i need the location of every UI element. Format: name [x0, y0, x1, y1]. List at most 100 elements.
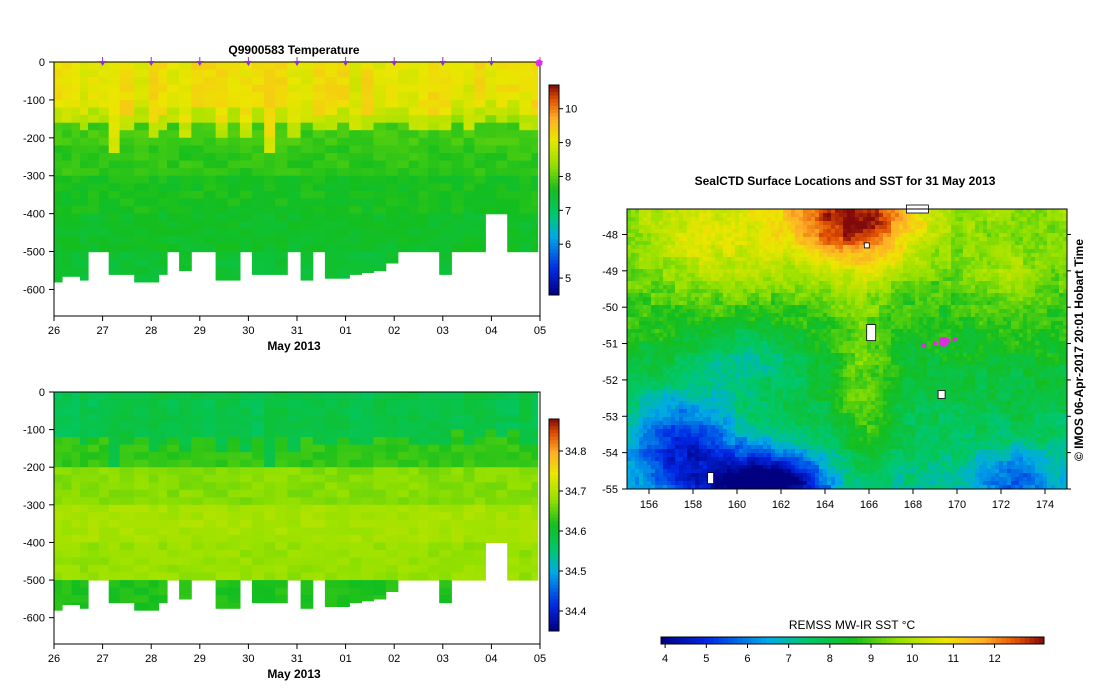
sst-cell — [767, 273, 772, 278]
salinity-cell — [108, 504, 121, 513]
sst-cell — [915, 285, 920, 290]
sst-cell — [847, 289, 852, 294]
salinity-cell — [324, 512, 338, 521]
sst-cell — [795, 269, 800, 274]
sst-cell — [927, 261, 932, 266]
temperature-cell — [239, 62, 253, 71]
sst-cell — [987, 209, 992, 214]
salinity-cell — [300, 407, 314, 416]
sst-cell — [935, 233, 940, 238]
salinity-cell — [54, 452, 63, 461]
sst-cell — [1023, 221, 1028, 226]
salinity-cell — [519, 407, 532, 416]
temperature-cell — [54, 175, 63, 184]
sst-cell — [1023, 241, 1028, 246]
temperature-cell — [54, 99, 63, 109]
sst-cell — [703, 285, 708, 290]
temperature-cell — [300, 244, 314, 253]
sst-cell — [887, 289, 892, 294]
temperature-colorbar-tick-label: 5 — [565, 273, 571, 285]
sst-cell — [859, 269, 864, 274]
sst-cell — [947, 285, 952, 290]
sst-cell — [791, 221, 796, 226]
temperature-cell — [275, 145, 288, 154]
sst-cell — [727, 257, 732, 262]
temperature-cell — [264, 190, 276, 200]
sst-cell — [775, 241, 780, 246]
temperature-cell — [203, 228, 217, 237]
temperature-cell — [361, 213, 375, 222]
sst-cell — [631, 245, 636, 250]
salinity-cell — [179, 527, 192, 536]
salinity-cell — [361, 595, 375, 602]
salinity-cell — [312, 565, 326, 574]
temperature-cell — [507, 130, 520, 139]
sst-cell — [891, 265, 896, 270]
sst-cell — [859, 293, 864, 298]
sst-cell — [647, 293, 652, 298]
sst-cell — [999, 237, 1004, 242]
temperature-cell — [191, 213, 205, 222]
sst-cell — [811, 261, 816, 266]
salinity-cell — [203, 565, 217, 574]
sst-cell — [819, 253, 824, 258]
sst-cell — [683, 293, 688, 298]
salinity-cell — [275, 512, 288, 521]
sst-cell — [1027, 237, 1032, 242]
sst-cell — [719, 285, 724, 290]
temperature-cell — [108, 77, 121, 86]
temperature-cell — [215, 137, 229, 146]
sst-cell — [1007, 261, 1012, 266]
salinity-cell — [463, 422, 475, 431]
temperature-cell — [373, 244, 387, 253]
sst-cell — [655, 229, 660, 234]
sst-cell — [943, 241, 948, 246]
temperature-cell — [349, 206, 362, 215]
temperature-cell — [428, 168, 440, 177]
sst-cell — [679, 241, 684, 246]
sst-cell — [667, 249, 672, 254]
temperature-cell — [215, 62, 229, 71]
salinity-cell — [312, 452, 326, 461]
sst-cell — [1015, 269, 1020, 274]
temperature-cell — [134, 145, 150, 154]
sst-cell — [999, 273, 1004, 278]
sst-cell — [871, 213, 876, 218]
temperature-cell — [227, 145, 241, 154]
sst-cell — [963, 249, 968, 254]
sst-cell — [971, 285, 976, 290]
sst-cell — [955, 257, 960, 262]
sst-cell — [767, 281, 772, 286]
temperature-cell — [239, 145, 253, 154]
sst-cell — [1031, 229, 1036, 234]
temperature-cell — [397, 221, 410, 230]
salinity-cell — [158, 482, 168, 491]
sst-cell — [683, 237, 688, 242]
temperature-x-tick-label: 28 — [145, 325, 157, 337]
sst-cell — [703, 221, 708, 226]
salinity-cell — [227, 572, 241, 581]
sst-cell — [803, 281, 808, 286]
temperature-cell — [80, 92, 89, 101]
sst-cell — [1063, 281, 1068, 286]
sst-cell — [859, 209, 864, 214]
temperature-cell — [62, 236, 73, 245]
salinity-cell — [54, 497, 63, 506]
temperature-cell — [485, 160, 497, 169]
sst-cell — [1043, 245, 1048, 250]
temperature-colorbar-segment — [549, 85, 559, 89]
temperature-cell — [337, 213, 350, 222]
sst-cell — [631, 237, 636, 242]
salinity-cell — [71, 422, 81, 431]
sst-cell — [999, 269, 1004, 274]
salinity-cell — [324, 437, 338, 446]
salinity-colorbar-segment — [549, 500, 559, 505]
sst-cell — [1007, 281, 1012, 286]
sst-cell — [747, 285, 752, 290]
temperature-cell — [349, 183, 362, 192]
sst-cell — [647, 217, 652, 222]
sst-cell — [1019, 293, 1024, 298]
salinity-cell — [252, 452, 265, 461]
temperature-cell — [134, 168, 150, 177]
sst-cell — [787, 253, 792, 258]
